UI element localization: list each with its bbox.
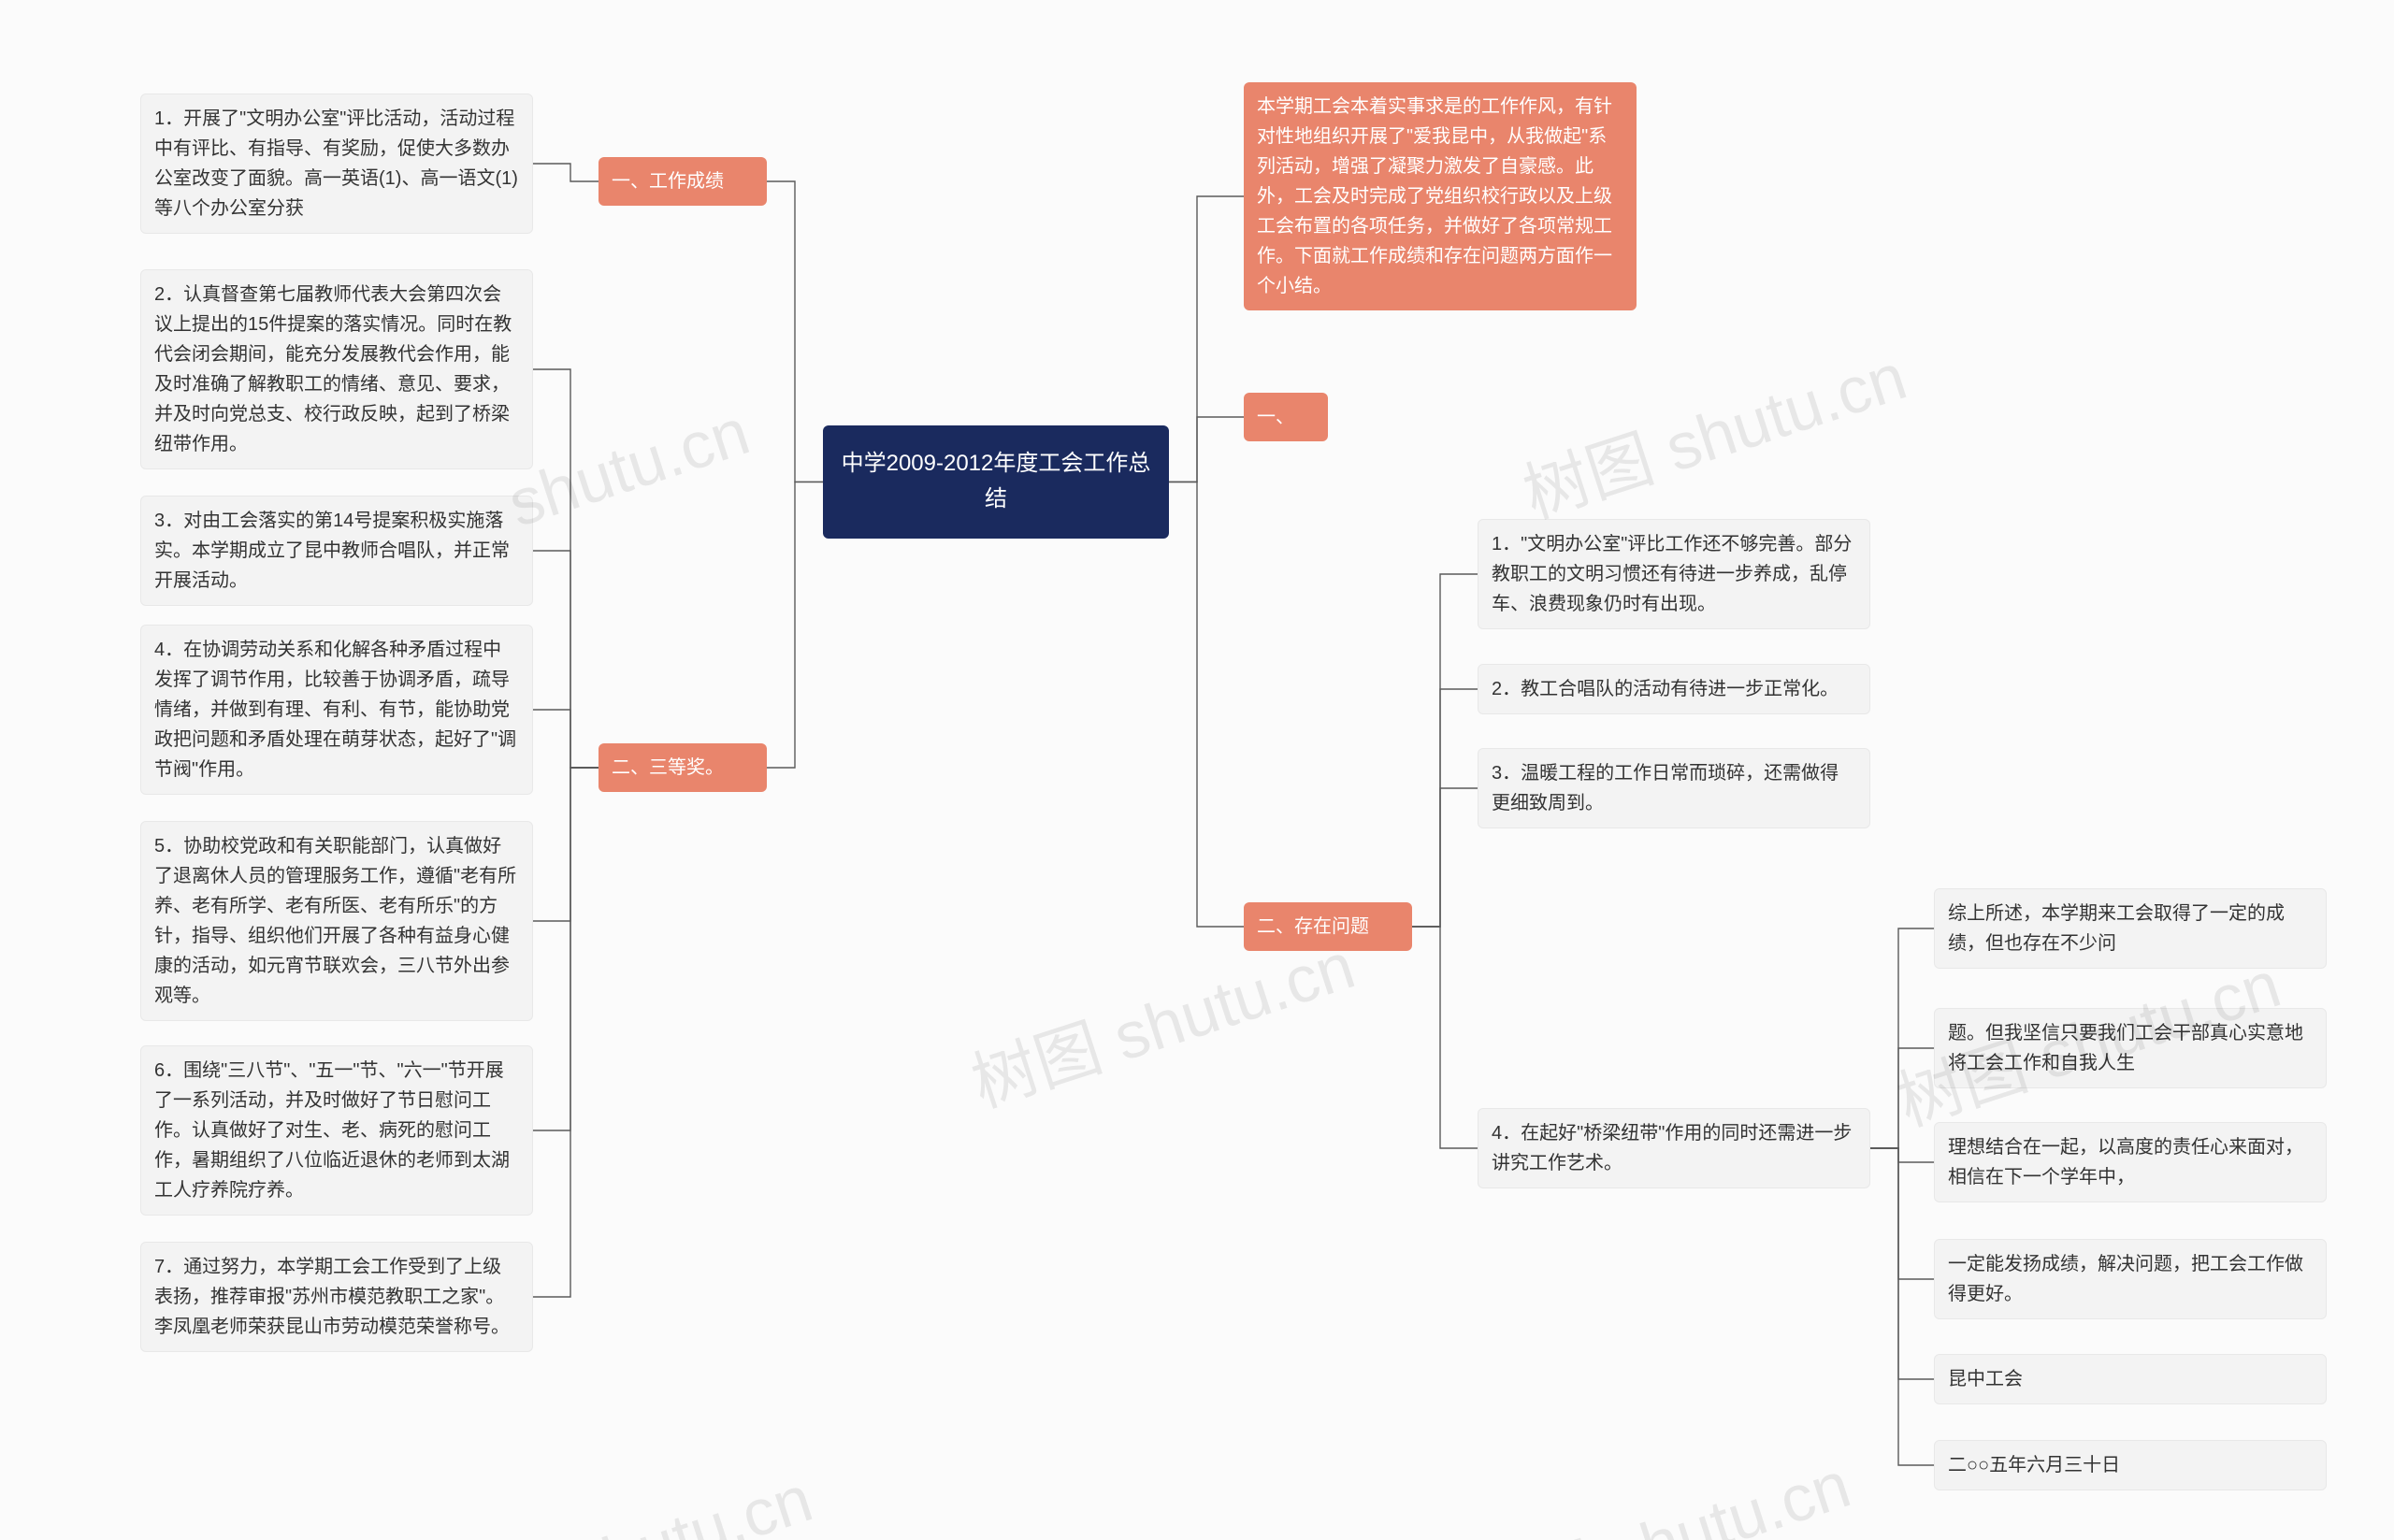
left-branch-1-label: 二、三等奖。	[612, 757, 724, 778]
root-label: 中学2009-2012年度工会工作总结	[842, 451, 1151, 511]
right-branch-2-leaf-3[interactable]: 4．在起好"桥梁纽带"作用的同时还需进一步讲究工作艺术。	[1478, 1108, 1870, 1188]
left-branch-1-leaf-1-label: 3．对由工会落实的第14号提案积极实施落实。本学期成立了昆中教师合唱队，并正常开…	[154, 511, 510, 591]
left-branch-1-leaf-4[interactable]: 6．围绕"三八节"、"五一"节、"六一"节开展了一系列活动，并及时做好了节日慰问…	[140, 1045, 533, 1216]
watermark-1: 树图 shutu.cn	[1510, 324, 1917, 537]
left-branch-1-leaf-0[interactable]: 2．认真督查第七届教师代表大会第四次会议上提出的15件提案的落实情况。同时在教代…	[140, 269, 533, 469]
right-branch-2-leaf-3-child-5[interactable]: 二○○五年六月三十日	[1934, 1440, 2327, 1490]
watermark-4: 树图 shutu.cn	[416, 1446, 823, 1540]
left-branch-1-leaf-3-label: 5．协助校党政和有关职能部门，认真做好了退离休人员的管理服务工作，遵循"老有所养…	[154, 836, 516, 1006]
right-branch-2-leaf-3-child-1-label: 题。但我坚信只要我们工会干部真心实意地将工会工作和自我人生	[1948, 1023, 2303, 1073]
right-branch-2-leaf-3-child-4[interactable]: 昆中工会	[1934, 1354, 2327, 1404]
right-branch-2-leaf-1[interactable]: 2．教工合唱队的活动有待进一步正常化。	[1478, 664, 1870, 714]
right-branch-2-leaf-3-label: 4．在起好"桥梁纽带"作用的同时还需进一步讲究工作艺术。	[1492, 1123, 1852, 1173]
left-branch-0[interactable]: 一、工作成绩	[598, 157, 767, 206]
left-branch-1-leaf-2[interactable]: 4．在协调劳动关系和化解各种矛盾过程中发挥了调节作用，比较善于协调矛盾，疏导情绪…	[140, 625, 533, 795]
right-branch-2-leaf-2-label: 3．温暖工程的工作日常而琐碎，还需做得更细致周到。	[1492, 763, 1839, 813]
right-branch-2-leaf-2[interactable]: 3．温暖工程的工作日常而琐碎，还需做得更细致周到。	[1478, 748, 1870, 828]
left-branch-1-leaf-5-label: 7．通过努力，本学期工会工作受到了上级表扬，推荐审报"苏州市模范教职工之家"。李…	[154, 1257, 510, 1337]
right-branch-2-leaf-3-child-0[interactable]: 综上所述，本学期来工会取得了一定的成绩，但也存在不少问	[1934, 888, 2327, 969]
right-branch-2-label: 二、存在问题	[1257, 916, 1369, 937]
left-branch-0-leaf-0[interactable]: 1．开展了"文明办公室"评比活动，活动过程中有评比、有指导、有奖励，促使大多数办…	[140, 94, 533, 234]
right-branch-2-leaf-3-child-0-label: 综上所述，本学期来工会取得了一定的成绩，但也存在不少问	[1948, 903, 2285, 954]
left-branch-1-leaf-3[interactable]: 5．协助校党政和有关职能部门，认真做好了退离休人员的管理服务工作，遵循"老有所养…	[140, 821, 533, 1021]
right-branch-2-leaf-3-child-4-label: 昆中工会	[1948, 1369, 2023, 1389]
left-branch-1-leaf-4-label: 6．围绕"三八节"、"五一"节、"六一"节开展了一系列活动，并及时做好了节日慰问…	[154, 1060, 510, 1201]
right-branch-2-leaf-3-child-1[interactable]: 题。但我坚信只要我们工会干部真心实意地将工会工作和自我人生	[1934, 1008, 2327, 1088]
right-branch-0-label: 本学期工会本着实事求是的工作作风，有针对性地组织开展了"爱我昆中，从我做起"系列…	[1257, 96, 1612, 296]
right-branch-2-leaf-1-label: 2．教工合唱队的活动有待进一步正常化。	[1492, 679, 1839, 699]
right-branch-2-leaf-0[interactable]: 1．"文明办公室"评比工作还不够完善。部分教职工的文明习惯还有待进一步养成，乱停…	[1478, 519, 1870, 629]
watermark-5: 树图 shutu.cn	[1454, 1432, 1861, 1540]
root-node[interactable]: 中学2009-2012年度工会工作总结	[823, 425, 1169, 539]
right-branch-1-label: 一、	[1257, 407, 1294, 427]
right-branch-2-leaf-0-label: 1．"文明办公室"评比工作还不够完善。部分教职工的文明习惯还有待进一步养成，乱停…	[1492, 534, 1852, 614]
right-branch-2-leaf-3-child-2-label: 理想结合在一起，以高度的责任心来面对，相信在下一个学年中，	[1948, 1137, 2303, 1187]
left-branch-1-leaf-5[interactable]: 7．通过努力，本学期工会工作受到了上级表扬，推荐审报"苏州市模范教职工之家"。李…	[140, 1242, 533, 1352]
right-branch-2-leaf-3-child-2[interactable]: 理想结合在一起，以高度的责任心来面对，相信在下一个学年中，	[1934, 1122, 2327, 1202]
right-branch-1[interactable]: 一、	[1244, 393, 1328, 441]
left-branch-0-label: 一、工作成绩	[612, 171, 724, 192]
left-branch-1-leaf-0-label: 2．认真督查第七届教师代表大会第四次会议上提出的15件提案的落实情况。同时在教代…	[154, 284, 512, 454]
right-branch-2-leaf-3-child-3-label: 一定能发扬成绩，解决问题，把工会工作做得更好。	[1948, 1254, 2303, 1304]
right-branch-2-leaf-3-child-3[interactable]: 一定能发扬成绩，解决问题，把工会工作做得更好。	[1934, 1239, 2327, 1319]
right-branch-0[interactable]: 本学期工会本着实事求是的工作作风，有针对性地组织开展了"爱我昆中，从我做起"系列…	[1244, 82, 1637, 310]
right-branch-2[interactable]: 二、存在问题	[1244, 902, 1412, 951]
left-branch-0-leaf-0-label: 1．开展了"文明办公室"评比活动，活动过程中有评比、有指导、有奖励，促使大多数办…	[154, 108, 518, 219]
left-branch-1-leaf-2-label: 4．在协调劳动关系和化解各种矛盾过程中发挥了调节作用，比较善于协调矛盾，疏导情绪…	[154, 640, 516, 780]
left-branch-1[interactable]: 二、三等奖。	[598, 743, 767, 792]
watermark-0: shutu.cn	[499, 394, 757, 541]
left-branch-1-leaf-1[interactable]: 3．对由工会落实的第14号提案积极实施落实。本学期成立了昆中教师合唱队，并正常开…	[140, 496, 533, 606]
right-branch-2-leaf-3-child-5-label: 二○○五年六月三十日	[1948, 1455, 2120, 1475]
